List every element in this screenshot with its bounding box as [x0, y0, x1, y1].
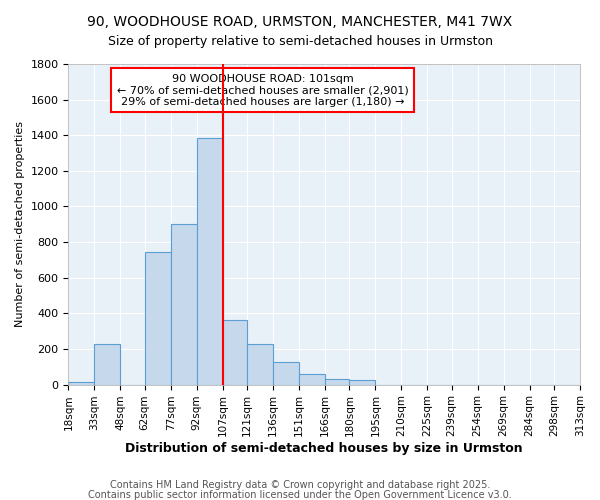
X-axis label: Distribution of semi-detached houses by size in Urmston: Distribution of semi-detached houses by … [125, 442, 523, 455]
Bar [299, 374, 325, 384]
Text: Contains HM Land Registry data © Crown copyright and database right 2025.: Contains HM Land Registry data © Crown c… [110, 480, 490, 490]
Bar [273, 362, 299, 384]
Bar [68, 382, 94, 384]
Text: 90, WOODHOUSE ROAD, URMSTON, MANCHESTER, M41 7WX: 90, WOODHOUSE ROAD, URMSTON, MANCHESTER,… [88, 15, 512, 29]
Bar [223, 320, 247, 384]
Bar [197, 138, 223, 384]
Text: 90 WOODHOUSE ROAD: 101sqm
← 70% of semi-detached houses are smaller (2,901)
29% : 90 WOODHOUSE ROAD: 101sqm ← 70% of semi-… [117, 74, 409, 107]
Text: Contains public sector information licensed under the Open Government Licence v3: Contains public sector information licen… [88, 490, 512, 500]
Bar [171, 224, 197, 384]
Bar [247, 344, 273, 384]
Bar [94, 344, 121, 384]
Bar [349, 380, 376, 384]
Text: Size of property relative to semi-detached houses in Urmston: Size of property relative to semi-detach… [107, 35, 493, 48]
Bar [145, 252, 171, 384]
Bar [325, 380, 349, 384]
Y-axis label: Number of semi-detached properties: Number of semi-detached properties [15, 122, 25, 328]
